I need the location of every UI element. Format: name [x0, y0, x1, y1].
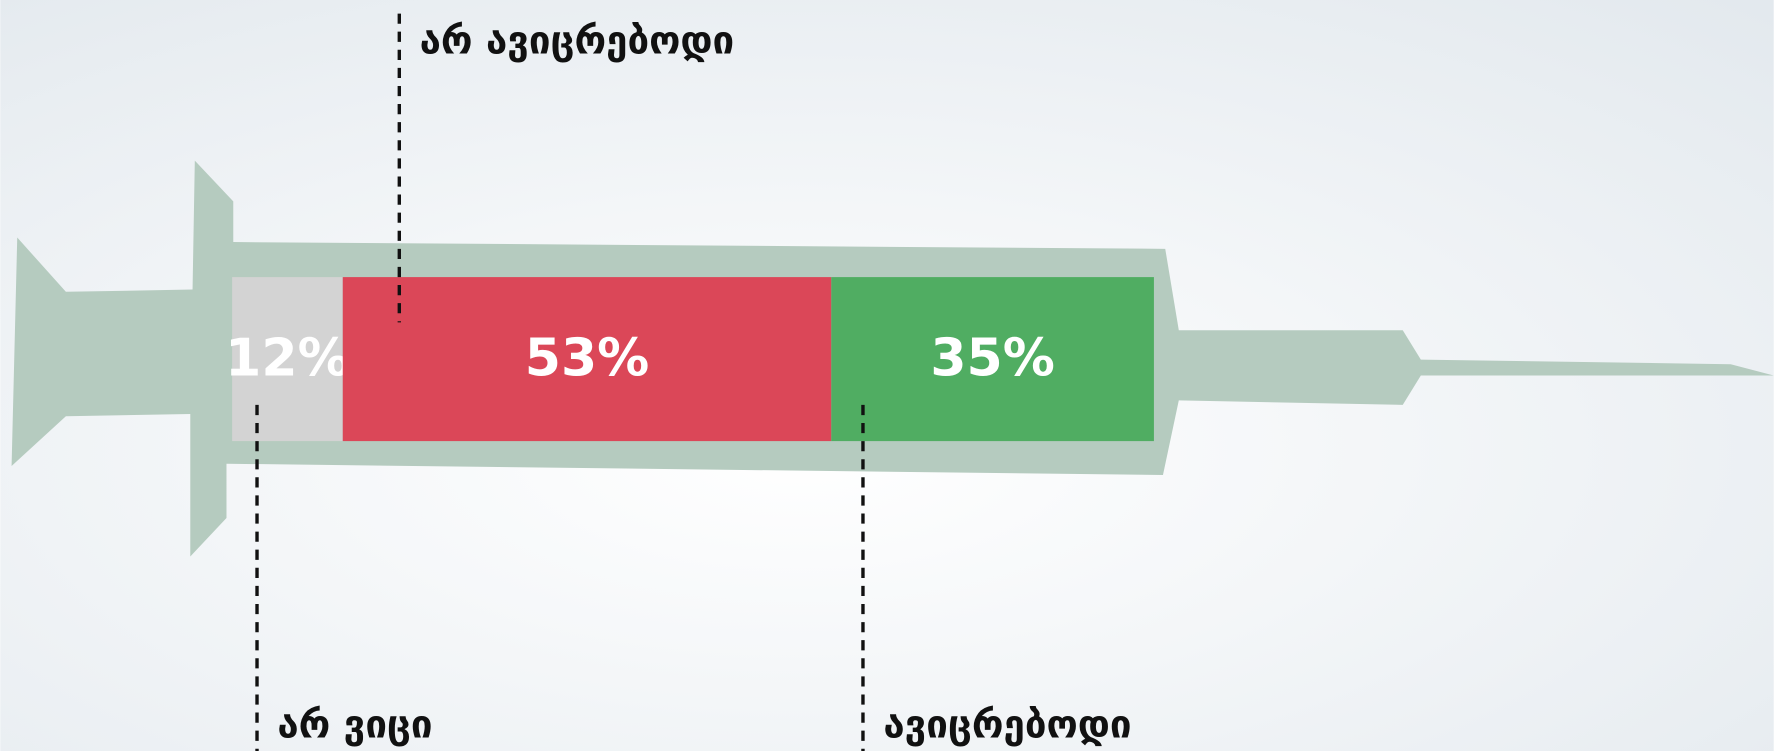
- annotation-label: არ ვიცი: [277, 703, 432, 748]
- annotation-label: ავიცრებოდი: [883, 703, 1131, 748]
- value-label: 53%: [525, 328, 650, 388]
- value-label: 35%: [930, 328, 1055, 388]
- bar-group: 12% 53% 35%: [225, 277, 1154, 442]
- value-label: 12%: [225, 328, 350, 388]
- bar-segment: [342, 277, 832, 442]
- annotation-label: არ ავიცრებოდი: [420, 18, 735, 63]
- bar-segment: [831, 277, 1154, 442]
- bar-segment: [232, 277, 343, 442]
